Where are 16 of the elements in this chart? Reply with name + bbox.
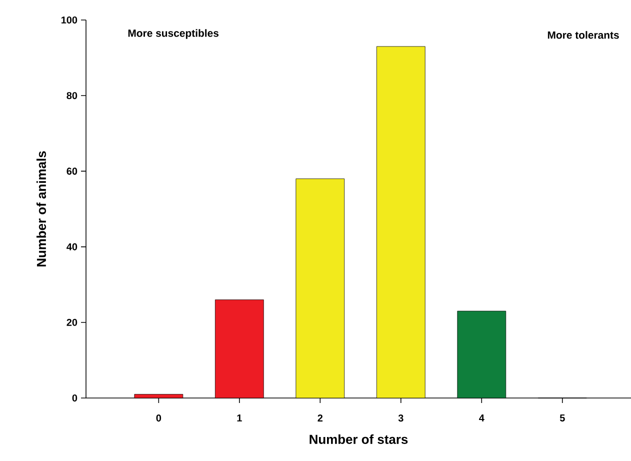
annotation: More susceptibles (128, 29, 219, 39)
y-tick-label: 80 (66, 92, 78, 100)
x-tick-label: 5 (560, 414, 565, 422)
y-axis-title: Number of animals (36, 151, 46, 266)
x-tick-label: 1 (237, 414, 242, 422)
x-tick-label: 2 (318, 414, 323, 422)
annotation: More tolerants (548, 31, 619, 39)
y-tick-label: 40 (66, 243, 78, 250)
y-tick-label: 20 (66, 318, 78, 326)
x-axis-title: Number of stars (310, 434, 408, 444)
y-tick-label: 0 (72, 394, 78, 402)
y-tick-label: 100 (61, 16, 78, 24)
y-tick-label: 60 (66, 168, 78, 175)
x-tick-label: 3 (398, 414, 404, 422)
x-tick-label: 0 (156, 414, 162, 422)
x-tick-label: 4 (479, 414, 484, 422)
